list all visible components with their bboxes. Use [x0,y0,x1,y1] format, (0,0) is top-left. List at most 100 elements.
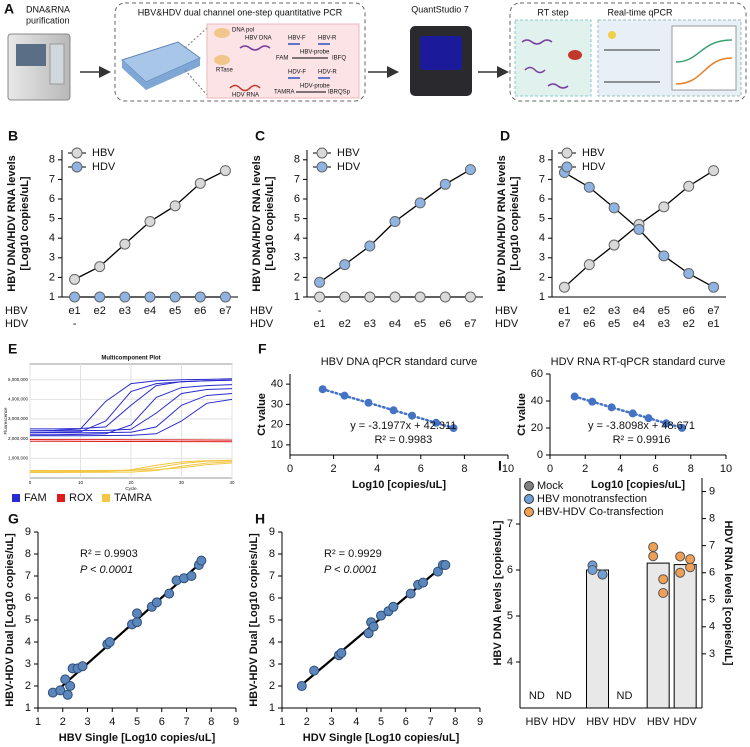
y-tick-label: 5 [294,213,300,225]
x-tick-label: e4 [633,318,645,330]
data-point [339,291,351,303]
legend-marker [524,494,534,504]
x-tick-label: HBV [647,716,670,728]
legend-swatch [57,494,65,502]
legend-marker [316,147,328,159]
x-tick-label: 6 [403,716,409,728]
x-tick-label: HBV [586,716,609,728]
x-row-name: HBV [5,305,28,317]
x-tick-label: e7 [707,305,719,317]
data-point [418,577,429,588]
y-tick-label: 2 [49,271,55,283]
data-point [151,597,162,608]
annotation: R² = 0.9929 [324,548,382,560]
instrument-screen [420,36,462,70]
data-point [464,164,476,176]
x-tick-label: 8 [688,463,694,475]
x-row-name: HBV [250,305,273,317]
data-point [364,291,376,303]
legend-marker [524,481,534,491]
x-row-name: HDV [250,318,274,330]
x-tick-label: 10 [78,480,84,485]
x-tick-label: 3 [328,716,334,728]
y-tick-label: 5 [269,614,275,626]
y-tick-label: 7 [25,570,31,582]
y-tick-label: 6 [507,564,513,576]
y-axis-label: HBV-HDV Dual [Log10 copies/uL] [248,533,260,707]
x-tick-label: 5 [378,716,384,728]
data-point [132,608,142,619]
x-axis-label: HBV Single [Log10 copies/uL] [59,732,216,744]
x-tick-label: 9 [233,716,239,728]
amplification-curve [30,379,233,430]
data-point [196,555,207,566]
y-tick-label: 6 [539,193,545,205]
data-point [376,610,386,621]
data-point [104,637,115,647]
x-tick-label: 10 [502,463,514,475]
zoom-line [184,27,208,49]
step-label: DNA&RNA [26,4,70,14]
y-tick-label: 6 [294,193,300,205]
data-point [94,261,106,273]
x-tick-label: e1 [558,305,570,317]
y-axis-label: HBV DNA levels [copies/uL] [492,520,504,665]
x-tick-label: 2 [331,463,337,475]
fluorophore [608,31,616,39]
y-tick-label: 30 [271,398,283,410]
chart-title: HDV RNA RT-qPCR standard curve [551,356,726,368]
x-tick-label: 7 [183,716,189,728]
x-tick-label: e2 [583,305,595,317]
annotation: P < 0.0001 [80,564,133,576]
x-tick-label: e2 [94,305,106,317]
y-tick-label: 1,000,000 [8,456,29,461]
data-point [414,197,426,209]
legend-label: TAMRA [114,492,152,504]
data-point [169,200,181,212]
amplification-curve [30,398,233,437]
data-point [675,567,686,578]
annotation: R² = 0.9916 [613,434,671,446]
legend-marker [316,161,328,173]
y-tick-label: 6 [709,567,715,579]
x-tick-label: 2 [304,716,310,728]
data-point [363,628,374,639]
legend-marker [561,147,573,159]
x-tick-label: e5 [169,305,181,317]
x-tick-label: e5 [414,318,426,330]
panel-label: G [8,511,19,527]
y-tick-label: 40 [531,395,543,407]
data-point [69,291,81,303]
pcr-box [114,2,366,102]
data-point [583,181,595,193]
y-tick-label: 2,000,000 [8,436,29,441]
y-tick-label: 1 [49,291,55,303]
x-tick-label: 6 [653,463,659,475]
x-tick-label: 4 [109,716,115,728]
amplification-curve [30,462,233,472]
x-tick-label: e4 [389,318,401,330]
legend-marker [561,161,573,173]
reagent-label: HBV-F [288,36,306,42]
x-tick-label: e5 [608,318,620,330]
reagent-label: HBV-probe [300,50,330,56]
data-point [169,291,181,303]
legend-label: HBV [582,147,605,159]
data-point [144,216,156,228]
step-label: QuantStudio 7 [411,4,469,14]
plate-side [122,58,200,90]
x-tick-label: 1 [279,716,285,728]
annotation: R² = 0.9983 [374,434,432,446]
y-tick-label: 3 [294,252,300,264]
amplification-curve [30,384,233,436]
x-tick-label: e2 [339,318,351,330]
data-point [405,588,416,599]
x-tick-label: e7 [219,305,231,317]
y-tick-label: 6 [49,193,55,205]
y-tick-label: 4 [294,232,300,244]
data-point [314,291,326,303]
extractor-panel [49,43,65,85]
data-point [583,259,595,271]
y-tick-label: 6 [25,592,31,604]
y-tick-label: 5 [25,614,31,626]
